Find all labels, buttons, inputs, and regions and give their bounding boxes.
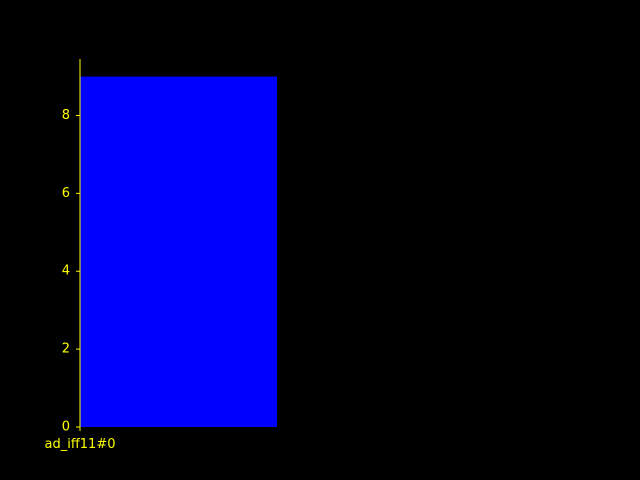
y-tick-label-1: 2 bbox=[62, 342, 70, 357]
y-tick-label-0: 0 bbox=[62, 420, 70, 435]
x-tick-label-0: ad_iff11#0 bbox=[45, 437, 116, 452]
y-axis-ticks: 0 2 4 6 8 bbox=[62, 108, 80, 435]
y-tick-label-2: 4 bbox=[62, 264, 70, 279]
bar-0 bbox=[80, 76, 277, 428]
x-axis-ticks: ad_iff11#0 bbox=[45, 427, 116, 452]
y-tick-label-3: 6 bbox=[62, 186, 70, 201]
y-tick-label-4: 8 bbox=[62, 108, 70, 123]
bars-layer bbox=[80, 76, 277, 428]
